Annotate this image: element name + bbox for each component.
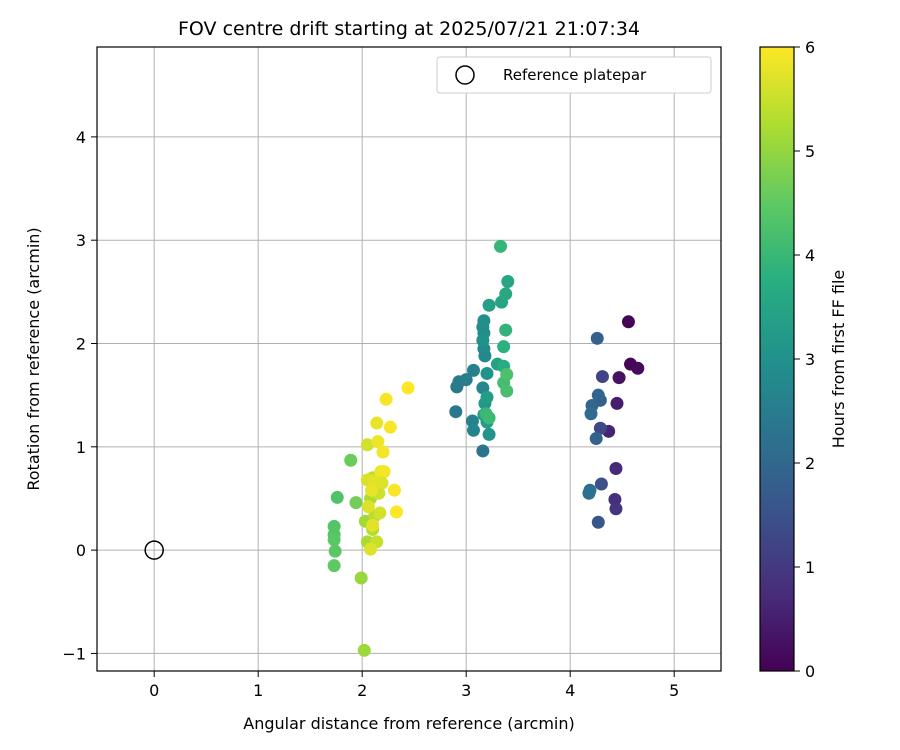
colorbar-ticks: 0 1 2 3 4 5 6 xyxy=(794,38,815,681)
data-point xyxy=(366,518,380,532)
data-point xyxy=(480,366,494,380)
data-point xyxy=(584,407,598,421)
data-point xyxy=(466,423,480,437)
data-point xyxy=(591,388,605,402)
data-point xyxy=(476,444,490,458)
data-point xyxy=(327,559,341,573)
data-point xyxy=(500,367,514,381)
colorbar-tick-label: 4 xyxy=(805,246,815,265)
data-point xyxy=(375,476,389,490)
data-point xyxy=(610,396,624,410)
y-tick-label: 3 xyxy=(76,231,86,250)
y-tick-label: 1 xyxy=(76,438,86,457)
data-point xyxy=(390,505,404,519)
data-point xyxy=(327,533,341,547)
grid xyxy=(97,47,721,671)
data-point xyxy=(476,333,490,347)
y-axis-label: Rotation from reference (arcmin) xyxy=(24,227,43,490)
data-point xyxy=(387,483,401,497)
data-point xyxy=(590,331,604,345)
data-point xyxy=(357,643,371,657)
data-point xyxy=(621,315,635,329)
data-point xyxy=(499,323,513,337)
data-point xyxy=(459,373,473,387)
data-point xyxy=(631,361,645,375)
data-point xyxy=(328,544,342,558)
data-point xyxy=(501,275,515,289)
data-point xyxy=(383,420,397,434)
data-point xyxy=(482,427,496,441)
data-point xyxy=(595,370,609,384)
data-point xyxy=(360,438,374,452)
data-point xyxy=(365,483,379,497)
x-axis-label: Angular distance from reference (arcmin) xyxy=(243,714,574,733)
data-point xyxy=(494,239,508,253)
data-point xyxy=(376,445,390,459)
data-point xyxy=(582,486,596,500)
legend-box xyxy=(436,56,712,94)
data-point xyxy=(361,500,375,514)
y-tick-label: 2 xyxy=(76,335,86,354)
y-tick-label: −1 xyxy=(62,644,86,663)
colorbar-tick-label: 1 xyxy=(805,558,815,577)
reference-platepar-marker xyxy=(144,540,164,560)
x-tick-label: 0 xyxy=(149,681,159,700)
y-tick-label: 4 xyxy=(76,128,86,147)
colorbar-tick-label: 6 xyxy=(805,38,815,57)
y-tick-label: 0 xyxy=(76,541,86,560)
data-point xyxy=(401,381,415,395)
data-point xyxy=(330,490,344,504)
axis-ticks: 0 1 2 3 4 5 −1 0 1 2 3 4 xyxy=(62,128,679,700)
data-point xyxy=(594,477,608,491)
colorbar-tick-label: 3 xyxy=(805,350,815,369)
x-tick-label: 1 xyxy=(253,681,263,700)
data-point xyxy=(466,363,480,377)
data-point xyxy=(379,392,393,406)
data-point xyxy=(499,287,513,301)
x-tick-label: 4 xyxy=(565,681,575,700)
data-point xyxy=(477,314,491,328)
x-tick-label: 2 xyxy=(357,681,367,700)
legend: Reference platepar xyxy=(436,56,712,94)
data-point xyxy=(364,542,378,556)
x-tick-label: 3 xyxy=(461,681,471,700)
data-point xyxy=(354,571,368,585)
data-point xyxy=(589,432,603,446)
data-point xyxy=(373,506,387,520)
data-point xyxy=(609,462,623,476)
data-point xyxy=(370,416,384,430)
data-point xyxy=(482,298,496,312)
data-point xyxy=(497,340,511,354)
data-point xyxy=(349,496,363,510)
legend-entry-reference: Reference platepar xyxy=(503,66,647,84)
data-point xyxy=(609,502,623,516)
data-point xyxy=(593,421,607,435)
data-point xyxy=(480,390,494,404)
data-point xyxy=(344,453,358,467)
legend-marker xyxy=(455,65,475,85)
data-point xyxy=(482,411,496,425)
colorbar-tick-label: 5 xyxy=(805,142,815,161)
data-point xyxy=(377,465,391,479)
plot-frame xyxy=(96,46,722,672)
data-point xyxy=(449,405,463,419)
data-point xyxy=(500,384,514,398)
scatter-points xyxy=(327,239,645,657)
data-point xyxy=(371,435,385,449)
data-point xyxy=(591,515,605,529)
colorbar xyxy=(759,46,795,672)
colorbar-label: Hours from first FF file xyxy=(829,270,848,449)
data-point xyxy=(612,371,626,385)
colorbar-tick-label: 2 xyxy=(805,454,815,473)
chart-title: FOV centre drift starting at 2025/07/21 … xyxy=(178,18,640,40)
x-tick-label: 5 xyxy=(669,681,679,700)
colorbar-tick-label: 0 xyxy=(805,662,815,681)
